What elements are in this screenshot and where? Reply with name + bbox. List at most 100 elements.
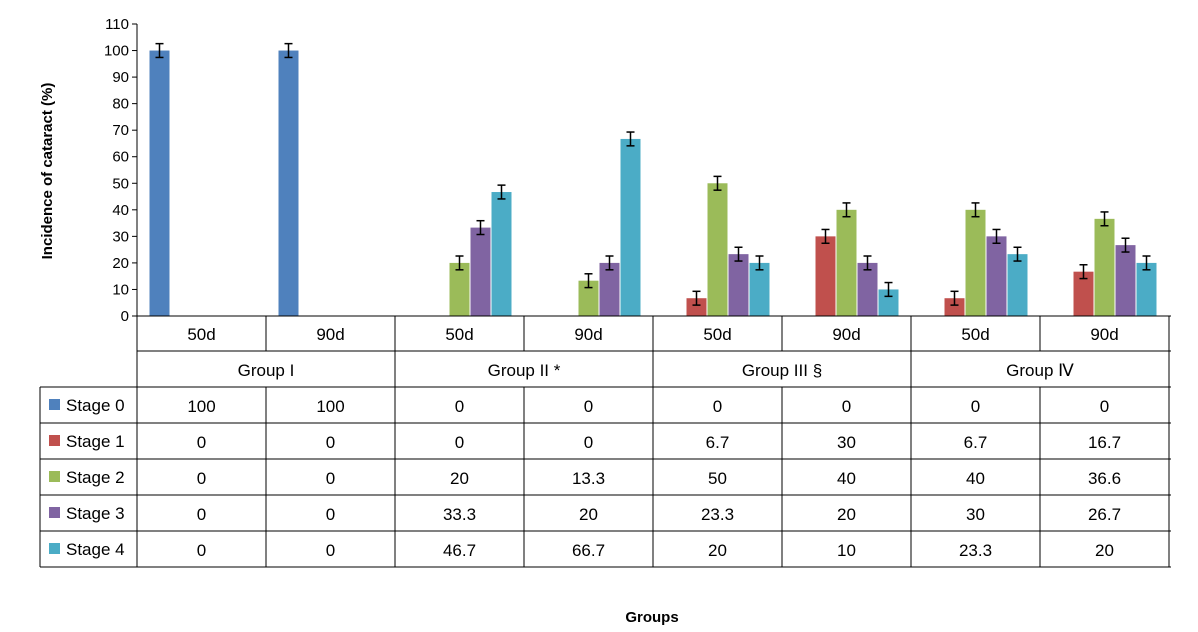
data-cell: 0	[197, 433, 206, 452]
legend-swatch	[49, 543, 60, 554]
bar	[278, 50, 299, 316]
bar	[1115, 245, 1136, 316]
data-cell: 0	[197, 541, 206, 560]
group-label: Group I	[238, 361, 295, 380]
bar	[986, 236, 1007, 316]
legend-swatch	[49, 399, 60, 410]
data-cell: 46.7	[443, 541, 476, 560]
y-tick-label: 0	[121, 308, 129, 325]
bar	[1136, 262, 1157, 316]
group-label: Group II *	[488, 361, 561, 380]
y-tick-label: 30	[112, 228, 129, 245]
data-cell: 40	[966, 469, 985, 488]
y-axis: 0 10 20 30 40 50 60 70 80 90 100 110	[104, 16, 138, 325]
data-cell: 16.7	[1088, 433, 1121, 452]
bar	[965, 209, 986, 316]
bar	[491, 192, 512, 316]
data-cell: 13.3	[572, 469, 605, 488]
data-cell: 0	[971, 397, 980, 416]
y-tick-label: 70	[112, 122, 129, 139]
bar	[749, 262, 770, 316]
bar	[728, 254, 749, 316]
data-cell: 0	[1100, 397, 1109, 416]
data-cell: 26.7	[1088, 505, 1121, 524]
data-cell: 0	[584, 433, 593, 452]
legend-label: Stage 2	[66, 468, 125, 487]
legend-swatch	[49, 435, 60, 446]
bar	[944, 298, 965, 316]
bar	[1094, 218, 1115, 316]
period-label: 50d	[187, 325, 215, 344]
data-cell: 0	[326, 541, 335, 560]
data-cell: 66.7	[572, 541, 605, 560]
y-tick-label: 10	[112, 281, 129, 298]
bar	[1007, 254, 1028, 316]
y-tick-label: 110	[105, 16, 129, 33]
legend-swatch	[49, 507, 60, 518]
y-tick-label: 40	[112, 202, 129, 219]
data-cell: 20	[579, 505, 598, 524]
legend-swatch	[49, 471, 60, 482]
bar	[449, 262, 470, 316]
bar	[686, 298, 707, 316]
x-axis-title: Groups	[625, 609, 678, 626]
data-cell: 23.3	[701, 505, 734, 524]
data-cell: 0	[455, 397, 464, 416]
data-cell: 0	[197, 469, 206, 488]
data-cell: 30	[837, 433, 856, 452]
data-cell: 20	[837, 505, 856, 524]
data-cell: 0	[326, 469, 335, 488]
bar	[857, 262, 878, 316]
data-cell: 0	[584, 397, 593, 416]
bar	[707, 183, 728, 316]
y-tick-label: 80	[112, 96, 129, 113]
bar	[149, 50, 170, 316]
data-cell: 0	[197, 505, 206, 524]
data-cell: 10	[837, 541, 856, 560]
data-cell: 30	[966, 505, 985, 524]
period-label: 50d	[445, 325, 473, 344]
data-cell: 40	[837, 469, 856, 488]
y-tick-label: 50	[112, 175, 129, 192]
bar	[470, 227, 491, 316]
data-cell: 33.3	[443, 505, 476, 524]
period-label: 50d	[703, 325, 731, 344]
data-table: 50d 90d Group I 50d 90d Group II * 50d 90d Group…	[39, 315, 1171, 568]
data-cell: 100	[187, 397, 215, 416]
data-cell: 0	[326, 505, 335, 524]
data-cell: 50	[708, 469, 727, 488]
y-tick-label: 100	[104, 43, 129, 60]
legend-label: Stage 0	[66, 396, 125, 415]
bar	[836, 209, 857, 316]
legend-label: Stage 4	[66, 540, 125, 559]
period-label: 90d	[316, 325, 344, 344]
group-label: Group Ⅳ	[1006, 361, 1074, 380]
y-tick-label: 20	[112, 255, 129, 272]
period-label: 90d	[832, 325, 860, 344]
bar	[1073, 271, 1094, 316]
data-cell: 0	[842, 397, 851, 416]
bar	[599, 262, 620, 316]
data-cell: 6.7	[964, 433, 988, 452]
period-label: 90d	[574, 325, 602, 344]
data-cell: 36.6	[1088, 469, 1121, 488]
period-label: 50d	[961, 325, 989, 344]
y-tick-label: 60	[112, 149, 129, 166]
data-cell: 20	[1095, 541, 1114, 560]
bar	[815, 236, 836, 316]
y-axis-title: Incidence of cataract (%)	[39, 83, 56, 260]
data-cell: 0	[713, 397, 722, 416]
data-cell: 6.7	[706, 433, 730, 452]
y-tick-label: 90	[112, 69, 129, 86]
group-label: Group III §	[742, 361, 822, 380]
bar	[578, 280, 599, 316]
period-label: 90d	[1090, 325, 1118, 344]
data-cell: 20	[708, 541, 727, 560]
legend-label: Stage 1	[66, 432, 125, 451]
data-cell: 100	[316, 397, 344, 416]
bars-layer	[149, 42, 1157, 316]
data-cell: 0	[326, 433, 335, 452]
bar	[620, 138, 641, 316]
data-cell: 20	[450, 469, 469, 488]
